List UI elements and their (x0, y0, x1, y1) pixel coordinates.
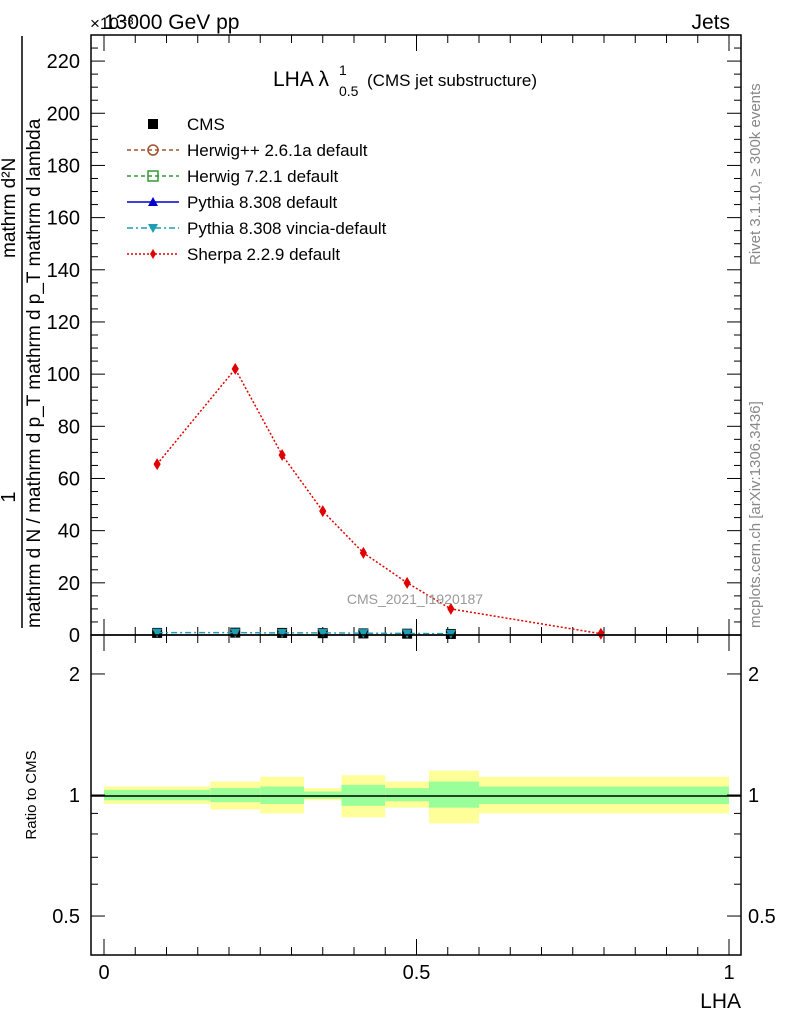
y-tick-label: 180 (47, 155, 80, 177)
y-tick-label: 100 (47, 364, 80, 386)
title-suffix: (CMS jet substructure) (367, 71, 537, 90)
marker-triangle-up (148, 197, 158, 206)
ratio-band-inner (429, 781, 479, 808)
legend-item: Herwig 7.2.1 default (127, 167, 338, 186)
marker-triangle-down (230, 628, 241, 638)
y-tick-label: 20 (58, 573, 80, 595)
marker-diamond (150, 249, 156, 259)
y-tick-label: 120 (47, 312, 80, 334)
marker-triangle-down (148, 224, 158, 233)
marker-triangle-down (277, 628, 288, 638)
y-tick-label: 200 (47, 103, 80, 125)
ylabel-extra: mathrm d²N (0, 158, 20, 258)
marker-diamond (447, 602, 455, 615)
x-tick-label: 0 (98, 962, 109, 984)
y-tick-label: 80 (58, 416, 80, 438)
marker-triangle-down (152, 628, 163, 638)
marker-diamond (153, 458, 161, 471)
title-sup: 1 (339, 62, 347, 78)
y-tick-label: 220 (47, 51, 80, 73)
plot-title: LHA λ 1 0.5 (CMS jet substructure) (273, 62, 537, 99)
ratio-y-tick-label: 2 (69, 664, 80, 686)
ratio-band-inner (479, 786, 729, 804)
marker-diamond (359, 546, 367, 559)
ratio-band-inner (104, 789, 211, 801)
marker-diamond (403, 576, 411, 589)
legend-label: Herwig 7.2.1 default (187, 167, 338, 186)
x-tick-label: 0.5 (403, 962, 431, 984)
ratio-y-tick-label-right: 1 (748, 785, 759, 807)
legend-item: Pythia 8.308 default (127, 193, 338, 212)
marker-square-open (147, 170, 159, 182)
ratio-band-inner (260, 786, 304, 804)
series-5 (153, 362, 605, 640)
mcplots-label: mcplots.cern.ch [arXiv:1306.3436] (747, 401, 764, 628)
y-tick-label: 160 (47, 208, 80, 230)
marker-square (148, 119, 158, 129)
x-tick-label: 1 (723, 962, 734, 984)
exponent-label: ×10⁻³ (90, 14, 134, 33)
rivet-label: Rivet 3.1.10, ≥ 300k events (747, 83, 764, 265)
main-series (152, 362, 605, 640)
ratio-band-inner (385, 788, 429, 802)
marker-triangle-down (445, 629, 456, 639)
y-tick-label: 140 (47, 260, 80, 282)
title-main: LHA λ (273, 68, 330, 91)
ratio-band-inner (210, 788, 261, 803)
legend-item: Sherpa 2.2.9 default (127, 245, 340, 264)
legend-item: CMS (148, 115, 225, 134)
legend-label: Pythia 8.308 default (187, 193, 338, 212)
legend: CMS Herwig++ 2.6.1a default Herwig 7.2.1 d… (127, 115, 387, 264)
marker-triangle-down (402, 629, 413, 639)
analysis-watermark: CMS_2021_I1920187 (347, 591, 483, 607)
marker-diamond (597, 627, 605, 640)
title-sub: 0.5 (339, 83, 359, 99)
main-axis-ticks: 0 20 40 60 80 100 120 140 160 180 200 220 (47, 34, 741, 647)
ratio-bands (104, 770, 729, 824)
ratio-ylabel: Ratio to CMS (23, 750, 40, 839)
ratio-axis-ticks: 0.5 0.5 1 1 2 2 0 0.5 1 (52, 635, 776, 984)
legend-label: Pythia 8.308 vincia-default (187, 219, 387, 238)
legend-item: Herwig++ 2.6.1a default (127, 141, 368, 160)
series-4 (152, 628, 456, 639)
legend-label: CMS (187, 115, 225, 134)
series-line (156, 367, 601, 635)
y-tick-label: 0 (69, 625, 80, 647)
ylabel-denominator: mathrm d N / mathrm d p_T mathrm d p_T m… (24, 118, 45, 628)
ylabel-numerator: 1 (0, 491, 20, 502)
marker-triangle-down (317, 628, 328, 638)
legend-item: Pythia 8.308 vincia-default (127, 219, 387, 238)
legend-label: Herwig++ 2.6.1a default (187, 141, 368, 160)
ratio-y-tick-label: 0.5 (52, 906, 80, 928)
y-tick-label: 40 (58, 521, 80, 543)
process-label: Jets (691, 11, 730, 34)
legend-label: Sherpa 2.2.9 default (187, 245, 340, 264)
ratio-y-tick-label-right: 0.5 (748, 906, 776, 928)
main-ylabel: 1 mathrm d N / mathrm d p_T mathrm d p_T… (0, 36, 45, 628)
x-axis-label: LHA (700, 990, 741, 1013)
y-tick-label: 60 (58, 468, 80, 490)
marker-triangle-down (358, 629, 369, 639)
ratio-y-tick-label: 1 (69, 785, 80, 807)
marker-diamond (231, 362, 239, 375)
marker-diamond (319, 505, 327, 518)
marker-diamond (278, 449, 286, 461)
marker-circle-open (147, 144, 159, 156)
ratio-band-inner (304, 791, 342, 799)
ratio-y-tick-label-right: 2 (748, 664, 759, 686)
beam-label: 13000 GeV pp (104, 11, 239, 34)
